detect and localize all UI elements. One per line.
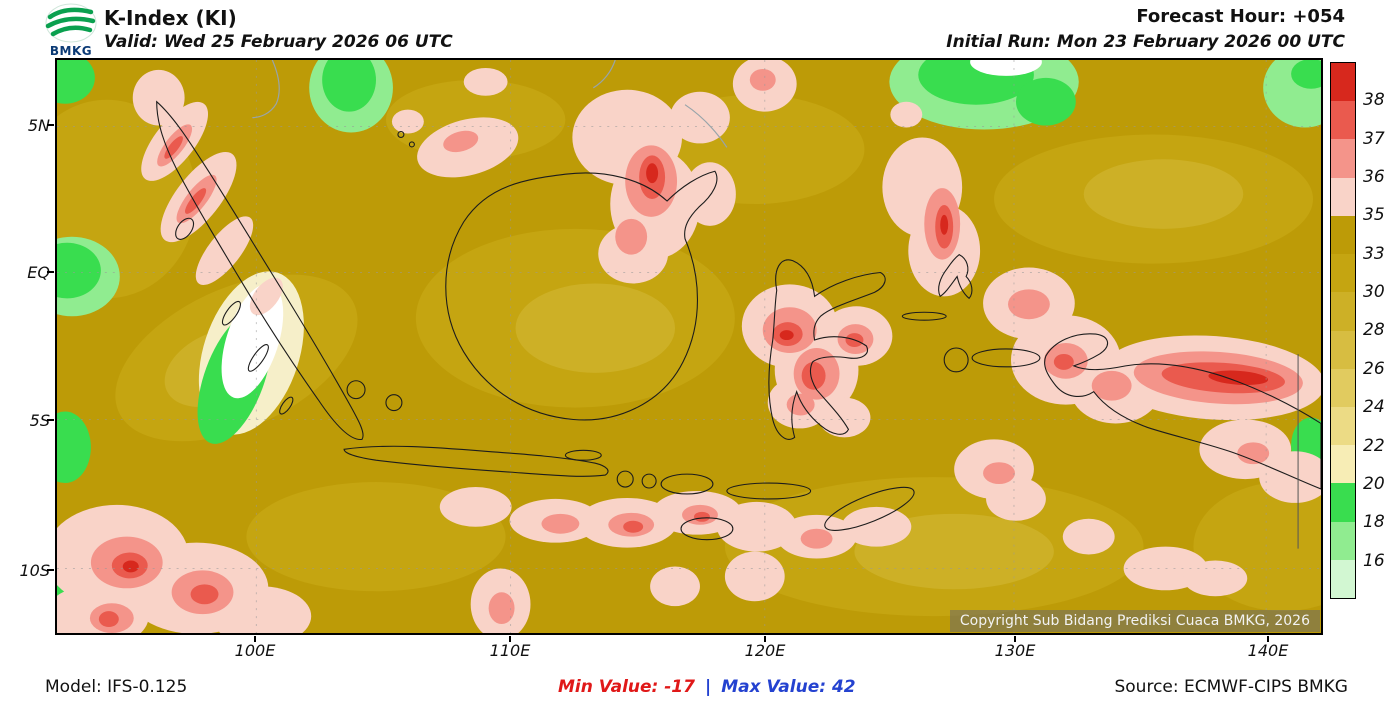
legend-label: 16 (1363, 551, 1385, 571)
legend-band (1331, 292, 1355, 331)
legend-label: 18 (1363, 512, 1385, 532)
initial-run-label: Initial Run: Mon 23 February 2026 00 UTC (946, 32, 1345, 52)
lon-tick (509, 636, 511, 642)
lat-label-10s: 10S (19, 561, 50, 580)
valid-time-label: Valid: Wed 25 February 2026 06 UTC (104, 32, 453, 52)
legend-band (1331, 483, 1355, 522)
coastlines (156, 100, 1321, 549)
legend-band (1331, 368, 1355, 407)
copyright-label: Copyright Sub Bidang Prediksi Cuaca BMKG… (949, 610, 1320, 632)
lat-label-5s: 5S (29, 411, 50, 430)
max-value-label: Max Value: 42 (721, 677, 856, 697)
foreign-boundaries (252, 60, 728, 148)
legend-label: 33 (1363, 244, 1385, 264)
legend-colorbar (1330, 62, 1356, 599)
bmkg-logo-text: BMKG (49, 44, 93, 58)
lon-tick (764, 636, 766, 642)
model-label: Model: IFS-0.125 (45, 677, 188, 697)
bmkg-logo-icon (45, 3, 97, 43)
legend-label: 20 (1363, 474, 1385, 494)
legend-label: 35 (1363, 205, 1385, 225)
lon-label-110e: 110E (489, 641, 531, 660)
legend-band (1331, 254, 1355, 293)
lat-tick (47, 124, 54, 126)
contour-green-layer (57, 60, 1321, 633)
lat-label-5n: 5N (27, 116, 50, 135)
lon-tick (1267, 636, 1269, 642)
legend-band (1331, 101, 1355, 140)
legend-label: 30 (1363, 282, 1385, 302)
minmax-row: Min Value: -17 | Max Value: 42 (558, 677, 856, 697)
contour-darkred-layer (122, 163, 1269, 573)
legend-label: 26 (1363, 359, 1385, 379)
minmax-separator: | (704, 677, 712, 697)
lon-tick (254, 636, 256, 642)
bmkg-logo: BMKG (42, 3, 100, 58)
legend-band (1331, 330, 1355, 369)
min-value-label: Min Value: -17 (558, 677, 695, 697)
lat-tick (47, 569, 54, 571)
legend-band (1331, 139, 1355, 178)
legend-label: 22 (1363, 436, 1385, 456)
source-label: Source: ECMWF-CIPS BMKG (1114, 677, 1348, 697)
legend-band (1331, 559, 1355, 599)
legend-band (1331, 215, 1355, 255)
legend-label: 28 (1363, 320, 1385, 340)
page-title: K-Index (KI) (104, 6, 237, 30)
legend-label: 38 (1363, 90, 1385, 110)
lon-tick (1014, 636, 1016, 642)
map-area: Copyright Sub Bidang Prediksi Cuaca BMKG… (55, 58, 1323, 635)
lon-label-140e: 140E (1247, 641, 1289, 660)
lat-label-eq: EQ (27, 263, 50, 282)
legend-band (1331, 406, 1355, 446)
lon-label-130e: 130E (994, 641, 1036, 660)
legend-label: 36 (1363, 167, 1385, 187)
forecast-hour-label: Forecast Hour: +054 (1136, 6, 1345, 27)
legend-band (1331, 521, 1355, 560)
lat-tick (47, 419, 54, 421)
graticule-grid (57, 60, 1321, 633)
lon-label-100e: 100E (234, 641, 276, 660)
contour-map (57, 60, 1321, 633)
lon-label-120e: 120E (744, 641, 786, 660)
legend-label: 24 (1363, 397, 1385, 417)
lat-tick (47, 271, 54, 273)
legend-band (1331, 63, 1355, 102)
legend-band (1331, 177, 1355, 216)
legend-label: 37 (1363, 129, 1385, 149)
legend-band (1331, 445, 1355, 484)
